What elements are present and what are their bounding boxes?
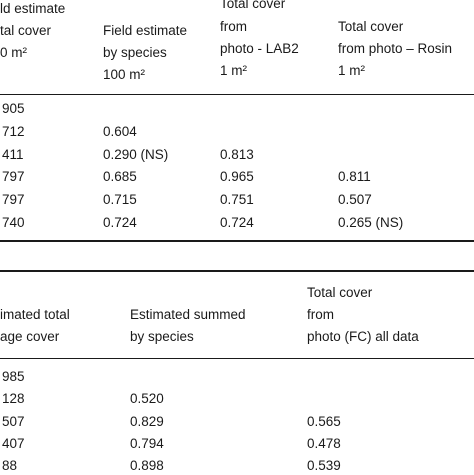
- table-cell: 0.715: [103, 192, 137, 207]
- table1-bottom-rule: [0, 240, 474, 242]
- header-line: ld estimate: [0, 1, 66, 16]
- table-cell: 0.604: [103, 124, 137, 139]
- table-cell: 0.811: [338, 169, 371, 184]
- table-cell: 507: [2, 414, 25, 429]
- header-line: Estimated summed: [130, 307, 246, 322]
- table-cell: 797: [2, 192, 25, 207]
- header-line: Field estimate: [103, 23, 188, 38]
- header-line: tal cover: [0, 23, 52, 38]
- table-cell: 0.829: [130, 414, 164, 429]
- header-line: from: [307, 307, 334, 322]
- table-cell: 0.290 (NS): [103, 147, 169, 162]
- table-cell: 0.898: [130, 458, 164, 473]
- table2-header-rule: [0, 358, 474, 359]
- table-cell: 905: [2, 101, 25, 116]
- table-cell: 0.724: [220, 215, 254, 230]
- table-cell: 0.478: [307, 436, 341, 451]
- table-cell: 128: [2, 391, 25, 406]
- header-line: 1 m²: [220, 63, 247, 78]
- table-cell: 0.751: [220, 192, 254, 207]
- table-cell: 407: [2, 436, 25, 451]
- header-line: 100 m²: [103, 67, 146, 82]
- header-line: photo (FC) all data: [307, 329, 419, 344]
- header-line: from: [220, 19, 247, 34]
- header-line: by species: [103, 45, 167, 60]
- table-cell: 797: [2, 169, 25, 184]
- table-cell: 985: [2, 369, 25, 384]
- table-cell: 0.565: [307, 414, 341, 429]
- table-cell: 0.539: [307, 458, 341, 473]
- header-line: age cover: [0, 329, 60, 344]
- table-cell: 0.520: [130, 391, 164, 406]
- header-line: from photo – Rosin: [338, 41, 453, 56]
- table2-top-rule: [0, 270, 474, 272]
- table-cell: 712: [2, 124, 25, 139]
- header-line: 1 m²: [338, 63, 365, 78]
- table-cell: 0.724: [103, 215, 137, 230]
- table-cell: 0.507: [338, 192, 372, 207]
- table1-header-rule: [0, 94, 474, 95]
- header-line: 0 m²: [0, 45, 27, 60]
- table-cell: 740: [2, 215, 25, 230]
- table-cell: 411: [2, 147, 24, 162]
- table-cell: 0.265 (NS): [338, 215, 404, 230]
- header-line: imated total: [0, 307, 70, 322]
- header-line: Total cover: [338, 19, 404, 34]
- table-cell: 0.685: [103, 169, 137, 184]
- table-cell: 0.813: [220, 147, 254, 162]
- table-cell: 0.794: [130, 436, 164, 451]
- header-line: Total cover: [220, 0, 286, 11]
- table-cell: 0.965: [220, 169, 254, 184]
- header-line: photo - LAB2: [220, 41, 299, 56]
- table-cell: 88: [2, 458, 18, 473]
- header-line: by species: [130, 329, 194, 344]
- header-line: Total cover: [307, 285, 373, 300]
